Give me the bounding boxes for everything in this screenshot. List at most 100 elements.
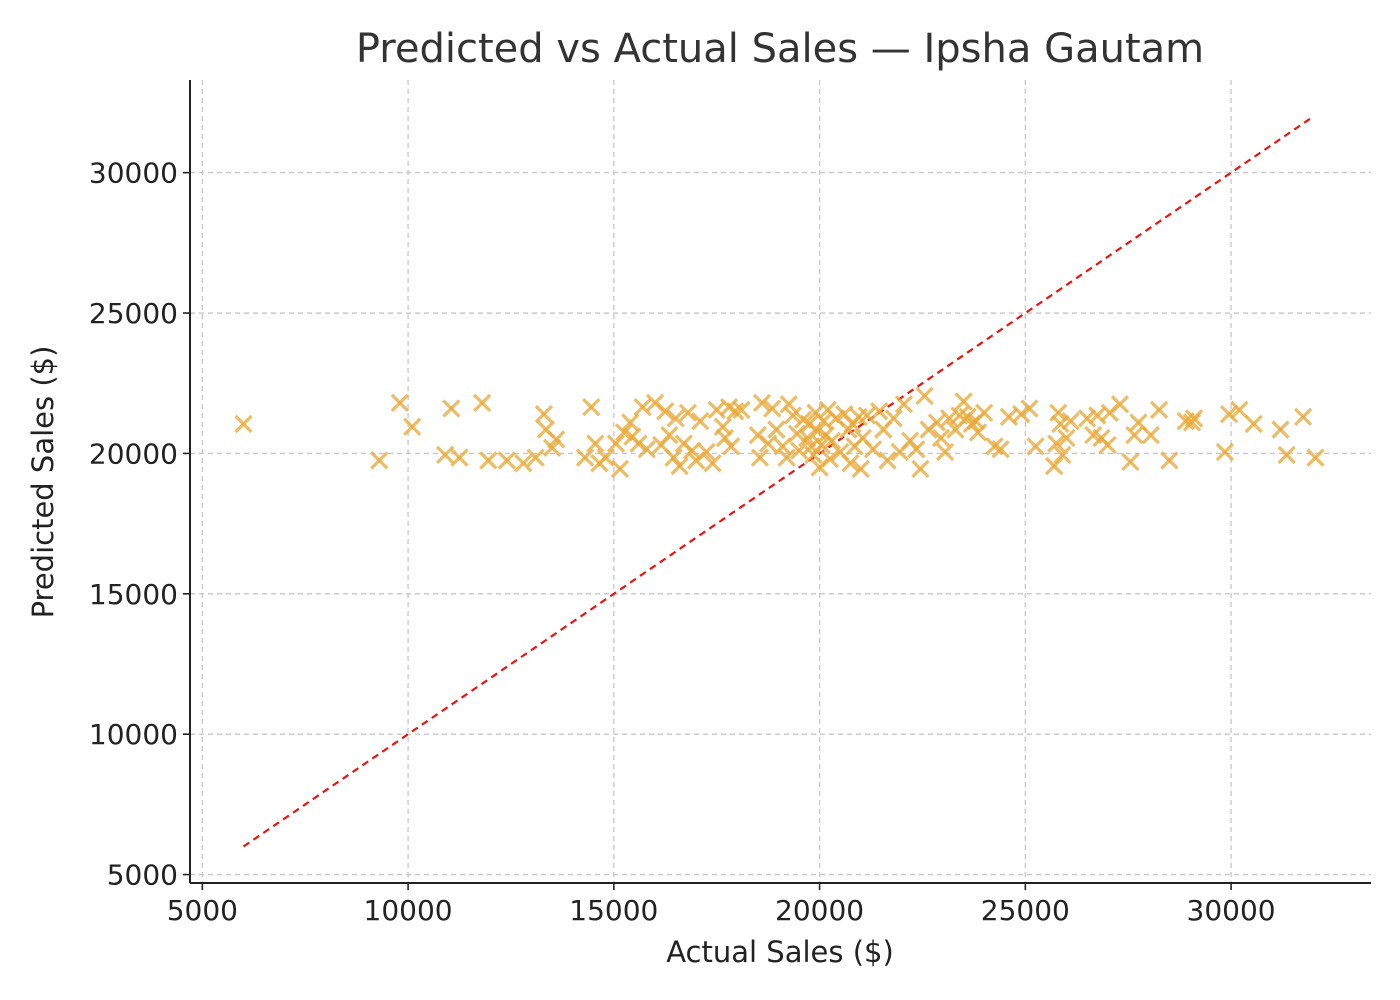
y-tick-label: 30000 [89, 157, 178, 190]
data-point [752, 393, 772, 413]
data-point [1293, 407, 1313, 427]
data-point [703, 454, 722, 473]
chart-title: Predicted vs Actual Sales — Ipsha Gautam [356, 26, 1204, 72]
data-point [1077, 409, 1097, 428]
data-point [1219, 404, 1239, 424]
data-point [927, 413, 947, 432]
data-point [1057, 428, 1076, 448]
data-point [660, 426, 679, 445]
data-point [911, 459, 930, 478]
x-tick-label: 15000 [569, 894, 658, 927]
data-point [732, 400, 751, 420]
data-point [435, 445, 455, 464]
y-tick-label: 10000 [89, 718, 178, 751]
data-point [1244, 414, 1263, 434]
x-tick-label: 10000 [364, 894, 453, 927]
data-point [767, 420, 786, 439]
data-point [586, 434, 605, 453]
data-point [991, 440, 1010, 459]
data-point [697, 442, 716, 462]
axes [189, 80, 1371, 884]
data-point [931, 428, 951, 448]
data-point [691, 412, 710, 431]
data-point [870, 402, 889, 421]
x-tick-label: 5000 [167, 894, 238, 927]
data-point [1271, 420, 1290, 439]
data-point [863, 440, 883, 459]
y-tick-label: 5000 [107, 859, 178, 892]
data-point [787, 424, 807, 443]
data-point [812, 435, 831, 455]
x-tick-label: 30000 [1187, 894, 1276, 927]
y-tick-label: 20000 [89, 437, 178, 470]
data-point [935, 442, 955, 462]
data-point [975, 403, 994, 422]
data-point [721, 437, 741, 456]
data-point [1160, 451, 1179, 470]
data-point [621, 413, 640, 432]
data-point [726, 402, 745, 421]
data-point [370, 451, 389, 470]
data-point [857, 406, 877, 425]
data-point [968, 423, 988, 442]
data-point [750, 448, 770, 467]
y-tick-label: 25000 [89, 297, 178, 330]
x-ticks: 5000 10000 15000 20000 25000 30000 [167, 883, 1276, 927]
data-point [534, 404, 554, 424]
data-point [1098, 435, 1117, 455]
data-point [390, 393, 409, 413]
data-point [907, 440, 926, 459]
data-point [442, 399, 461, 418]
data-point [547, 430, 566, 449]
data-point [1141, 426, 1160, 445]
data-point [497, 451, 516, 470]
data-point [610, 459, 630, 478]
data-point [1230, 400, 1249, 420]
y-axis-label: Predicted Sales ($) [26, 346, 60, 619]
data-point [479, 451, 498, 470]
data-point [763, 399, 782, 418]
data-point [779, 395, 798, 414]
data-point [682, 441, 702, 460]
data-point [1026, 437, 1045, 456]
data-point [670, 456, 689, 476]
x-axis-label: Actual Sales ($) [666, 935, 894, 969]
data-point [1184, 409, 1204, 428]
data-point [1149, 400, 1169, 420]
data-point [878, 451, 897, 470]
data-point [783, 406, 802, 425]
data-point [633, 397, 652, 417]
data-point [514, 454, 533, 473]
data-point [789, 441, 809, 460]
data-point [915, 386, 934, 405]
data-point [526, 448, 545, 467]
data-point [1053, 445, 1072, 464]
data-point [1045, 456, 1064, 476]
reference-line-layer [242, 115, 1315, 848]
data-point [1020, 399, 1039, 418]
data-point [759, 434, 778, 453]
data-point [606, 434, 626, 453]
data-point [678, 403, 698, 422]
data-point [884, 409, 903, 428]
data-point [1121, 452, 1140, 471]
data-point [1051, 414, 1070, 434]
data-point [822, 431, 842, 450]
reference-line [242, 115, 1315, 848]
data-point [954, 392, 973, 411]
data-point [403, 417, 422, 436]
y-tick-label: 15000 [89, 578, 178, 611]
data-point [851, 459, 870, 478]
data-points [234, 386, 1325, 478]
data-point [582, 397, 601, 417]
data-point [820, 449, 840, 469]
x-tick-label: 25000 [981, 894, 1070, 927]
data-point [1215, 442, 1235, 462]
data-point [1277, 445, 1296, 464]
data-point [940, 409, 959, 428]
data-point [656, 402, 675, 421]
y-ticks: 5000 10000 15000 20000 25000 30000 [89, 157, 190, 892]
data-point [773, 437, 792, 456]
data-point [575, 448, 595, 467]
